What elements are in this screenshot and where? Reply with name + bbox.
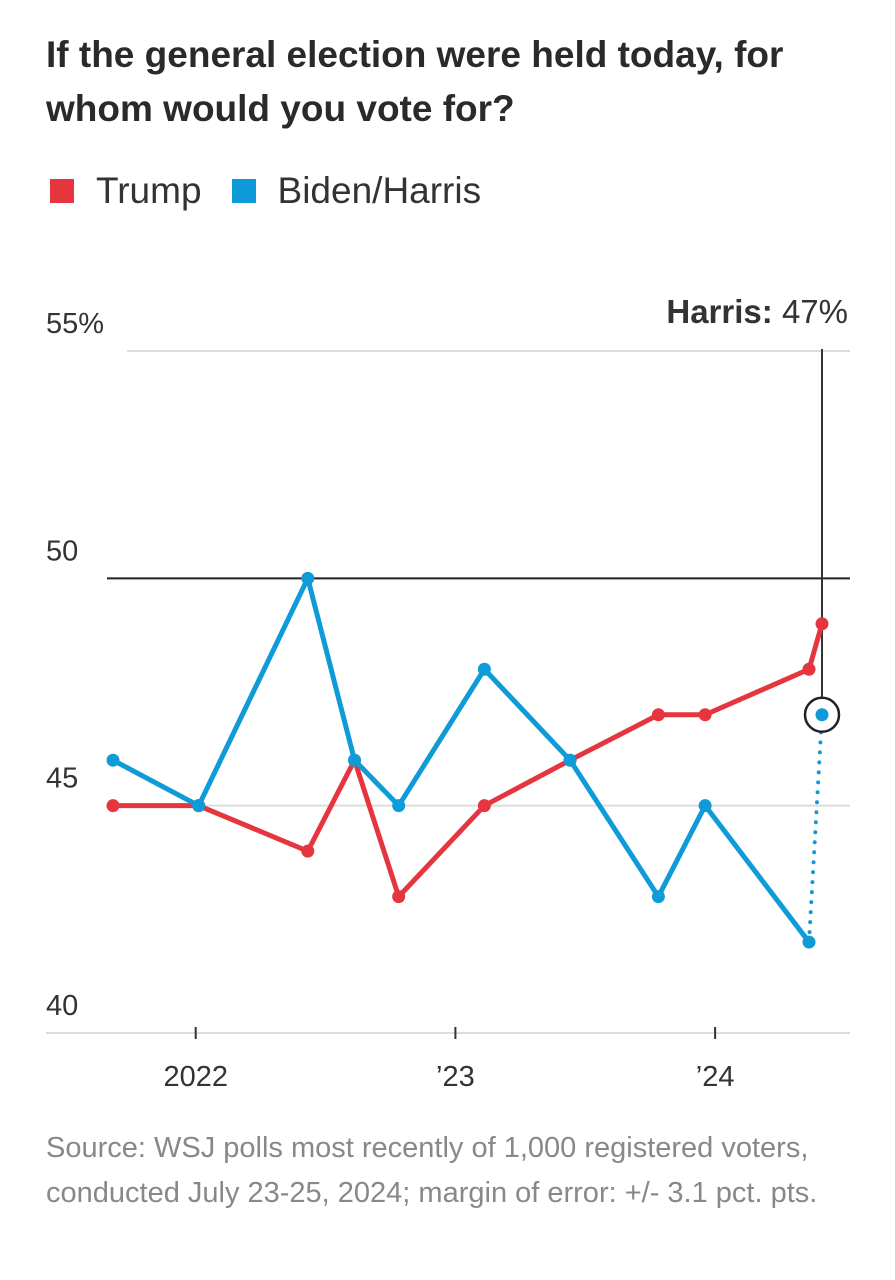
point-biden-harris-6 <box>563 753 577 767</box>
point-biden-harris-9 <box>802 935 816 949</box>
annotation-label: Harris: 47% <box>666 293 848 330</box>
point-biden-harris-7 <box>651 890 665 904</box>
point-harris-highlight <box>815 708 829 722</box>
x-tick-label-2022: 2022 <box>163 1061 228 1093</box>
point-biden-harris-5 <box>477 662 491 676</box>
source-note: Source: WSJ polls most recently of 1,000… <box>46 1132 818 1209</box>
series-line-biden-harris <box>110 575 812 945</box>
legend: Trump Biden/Harris <box>50 170 511 212</box>
point-biden-harris-3 <box>348 753 362 767</box>
point-trump-8 <box>698 708 712 722</box>
legend-item-biden-harris: Biden/Harris <box>231 170 482 212</box>
point-trump-7 <box>651 708 665 722</box>
y-tick-label-45: 45 <box>46 763 78 795</box>
legend-item-trump: Trump <box>50 170 202 212</box>
legend-swatch-biden-harris <box>231 179 256 203</box>
y-tick-label-50: 50 <box>46 535 78 567</box>
x-tick-label-’24: ’24 <box>696 1061 735 1093</box>
y-tick-label-40: 40 <box>46 990 78 1022</box>
point-biden-harris-8 <box>698 799 712 813</box>
point-biden-harris-2 <box>301 571 315 585</box>
x-tick-label-’23: ’23 <box>436 1061 475 1093</box>
series-dotted-biden-harris <box>807 712 824 945</box>
chart-title: If the general election were held today,… <box>46 34 784 129</box>
point-trump-2 <box>301 844 315 858</box>
legend-label-biden-harris: Biden/Harris <box>277 170 482 211</box>
annotation-label-name: Harris: <box>666 293 782 330</box>
point-biden-harris-0 <box>106 753 120 767</box>
point-trump-10 <box>815 617 829 631</box>
point-biden-harris-4 <box>392 799 406 813</box>
annotation-label-value: 47% <box>782 293 848 330</box>
point-trump-0 <box>106 799 120 813</box>
point-trump-9 <box>802 662 816 676</box>
point-trump-5 <box>477 799 491 813</box>
legend-swatch-trump <box>50 179 74 203</box>
point-trump-4 <box>392 890 406 904</box>
legend-label-trump: Trump <box>96 170 202 211</box>
point-biden-harris-1 <box>192 799 206 813</box>
y-tick-label-55: 55% <box>46 308 104 340</box>
line-chart: 55% 50 45 40 2022 ’23 ’24 Harris: 47% <box>46 293 850 1093</box>
